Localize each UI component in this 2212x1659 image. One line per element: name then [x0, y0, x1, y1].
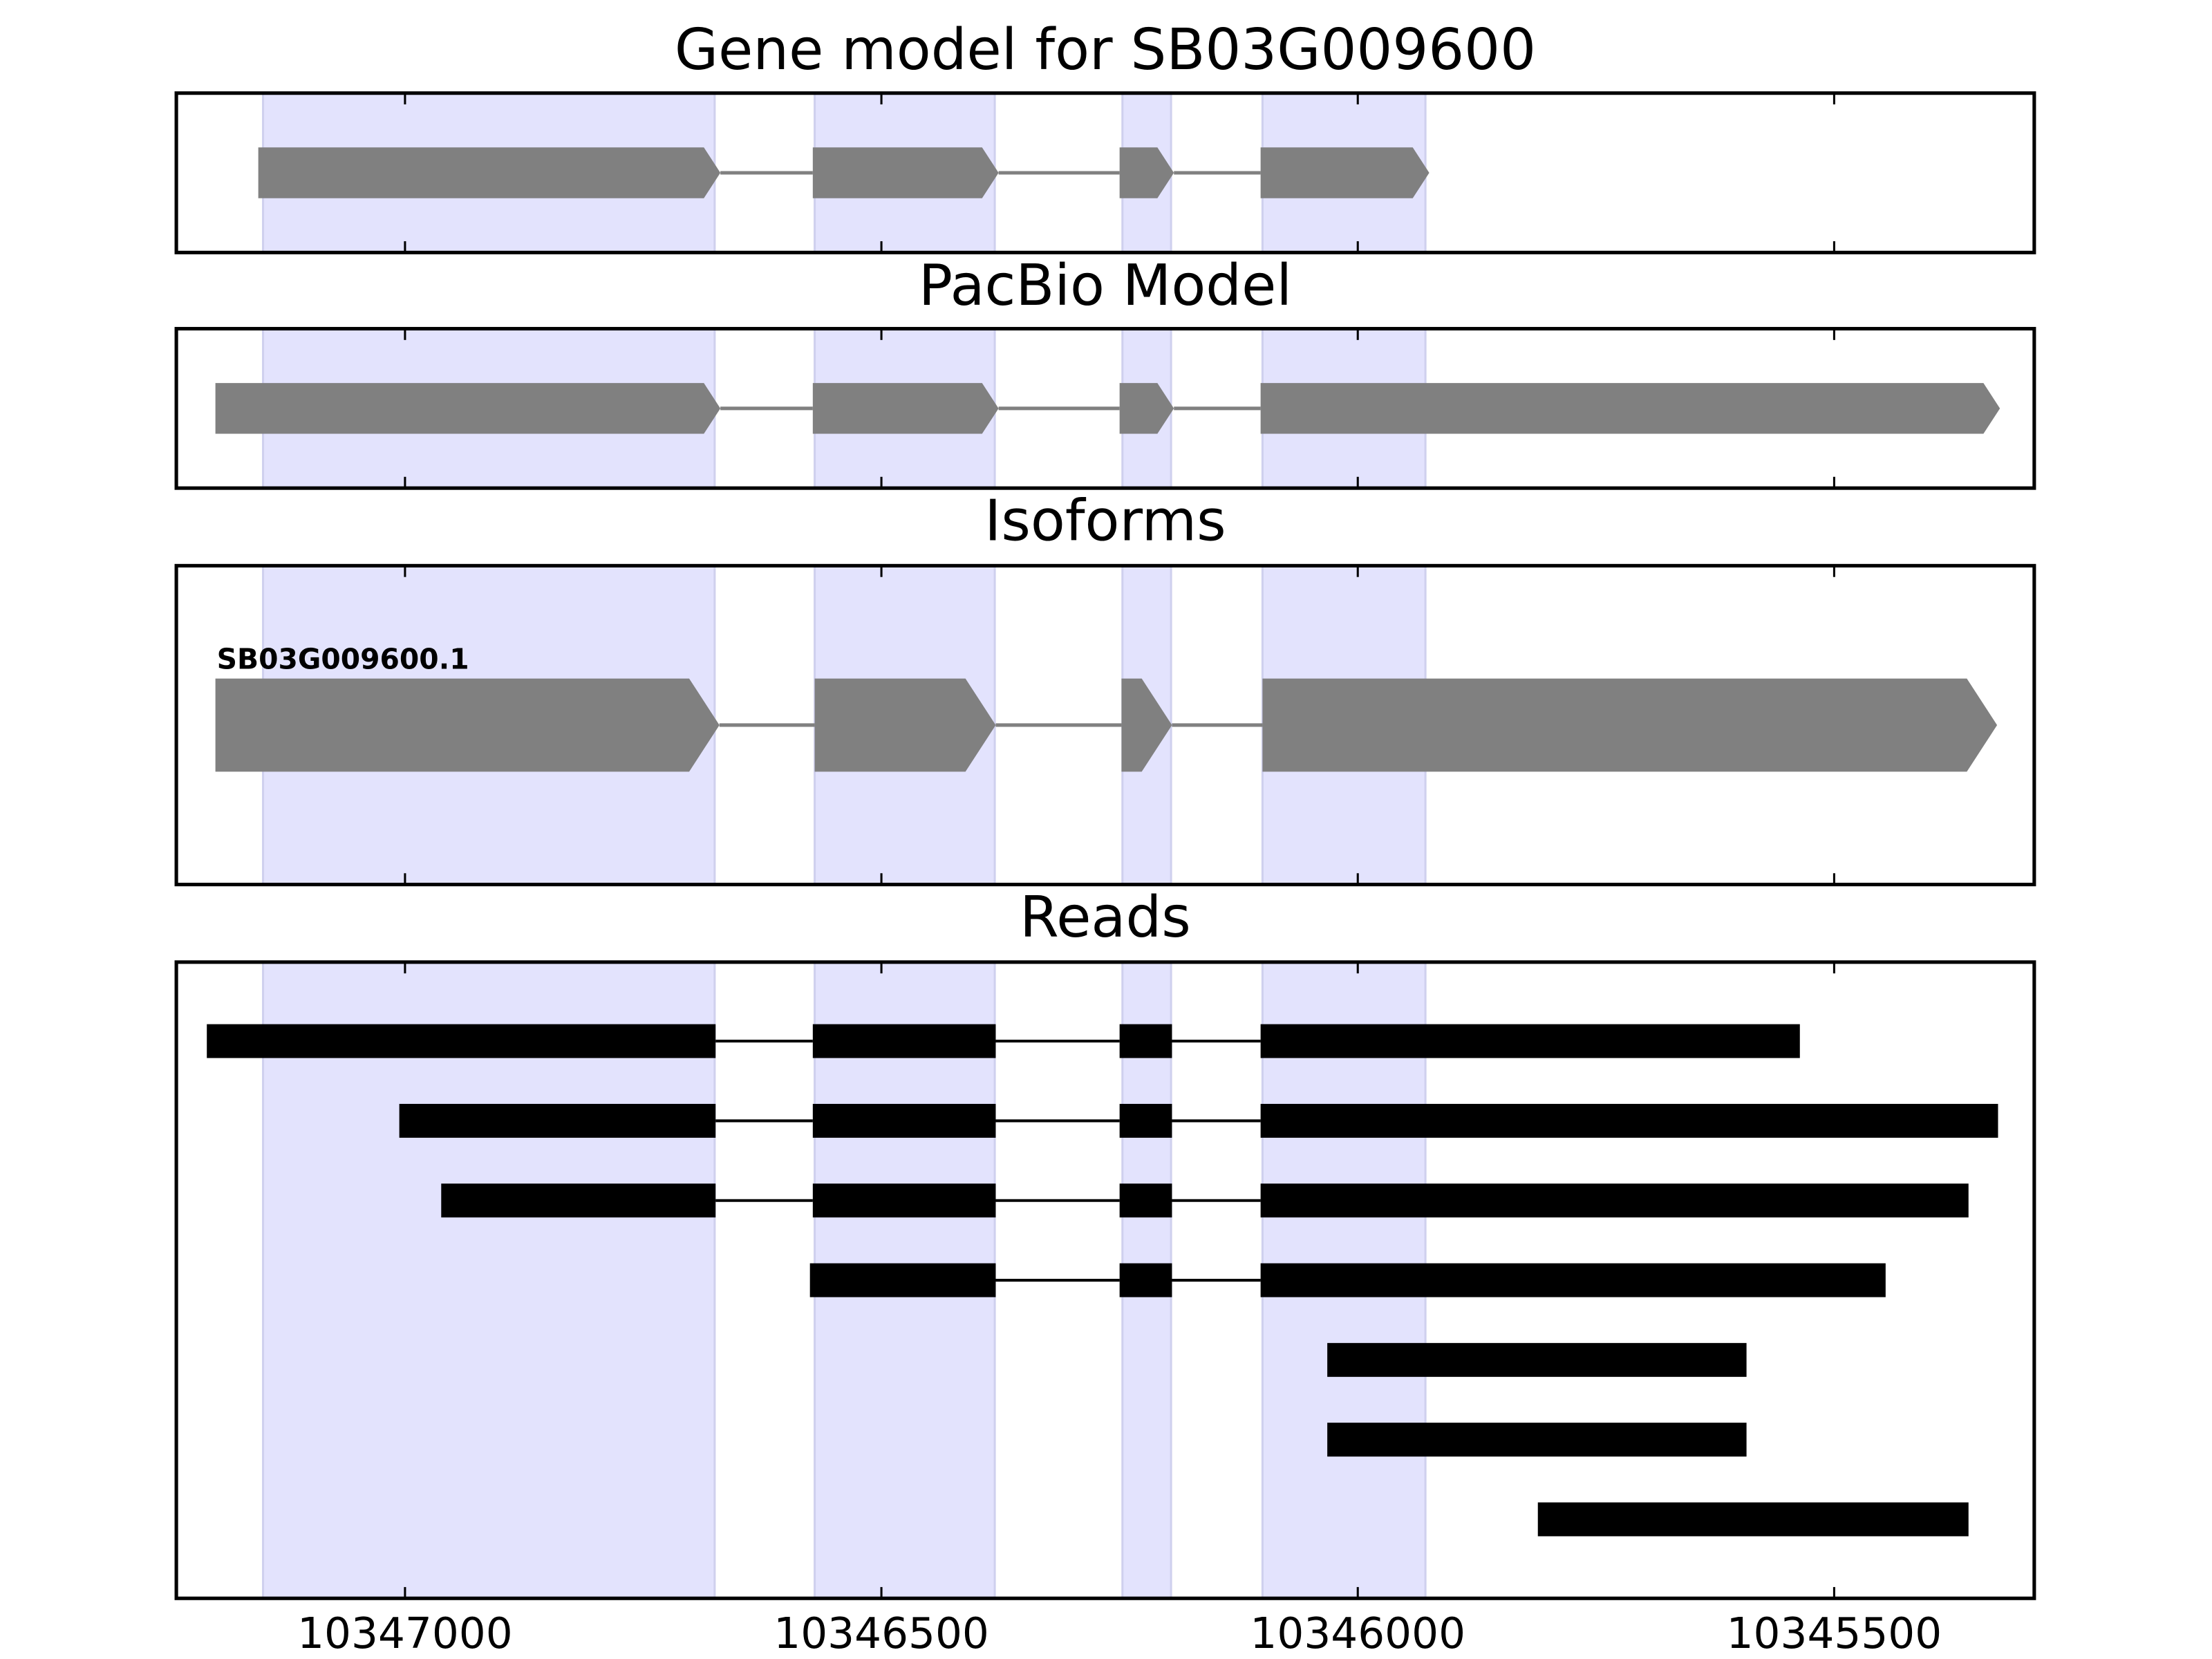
- panel-frame: [174, 91, 2036, 254]
- read-block: [1260, 1103, 1998, 1138]
- read-block: [399, 1103, 716, 1138]
- read-block: [1119, 1103, 1172, 1138]
- exon: [812, 383, 999, 434]
- exon: [1119, 383, 1174, 434]
- panel-title: Gene model for SB03G009600: [675, 17, 1536, 83]
- read-block: [1119, 1263, 1172, 1297]
- read-block: [1537, 1502, 1969, 1537]
- x-tick-label: 10345500: [1727, 1609, 1942, 1658]
- read-block: [812, 1183, 996, 1218]
- read-block: [812, 1024, 996, 1058]
- panel-title: Isoforms: [984, 489, 1226, 554]
- panel-title: PacBio Model: [919, 253, 1292, 319]
- x-tick-label: 10346500: [774, 1609, 989, 1658]
- exon: [1119, 147, 1174, 198]
- exon: [1121, 678, 1172, 772]
- exon-highlight: [262, 961, 716, 1600]
- read-block: [207, 1024, 716, 1058]
- read-block: [441, 1183, 716, 1218]
- exon: [1260, 383, 2000, 434]
- panel-title: Reads: [1020, 885, 1191, 950]
- x-tick-label: 10347000: [297, 1609, 513, 1658]
- read-block: [1260, 1263, 1886, 1297]
- read-block: [1327, 1423, 1747, 1457]
- read-block: [812, 1103, 996, 1138]
- panel-frame: [174, 326, 2036, 490]
- read-block: [1260, 1024, 1800, 1058]
- panel-frame: [174, 563, 2036, 887]
- exon: [814, 678, 996, 772]
- exon: [812, 147, 999, 198]
- exon: [215, 383, 721, 434]
- exon: [1260, 147, 1430, 198]
- isoform-label: SB03G009600.1: [217, 642, 469, 675]
- read-block: [809, 1263, 996, 1297]
- exon: [1262, 678, 1998, 772]
- exon: [258, 147, 721, 198]
- read-block: [1260, 1183, 1969, 1218]
- exon: [215, 678, 720, 772]
- read-block: [1119, 1024, 1172, 1058]
- read-block: [1327, 1342, 1747, 1377]
- read-block: [1119, 1183, 1172, 1218]
- x-tick-label: 10346000: [1250, 1609, 1465, 1658]
- panel-frame: [174, 960, 2036, 1600]
